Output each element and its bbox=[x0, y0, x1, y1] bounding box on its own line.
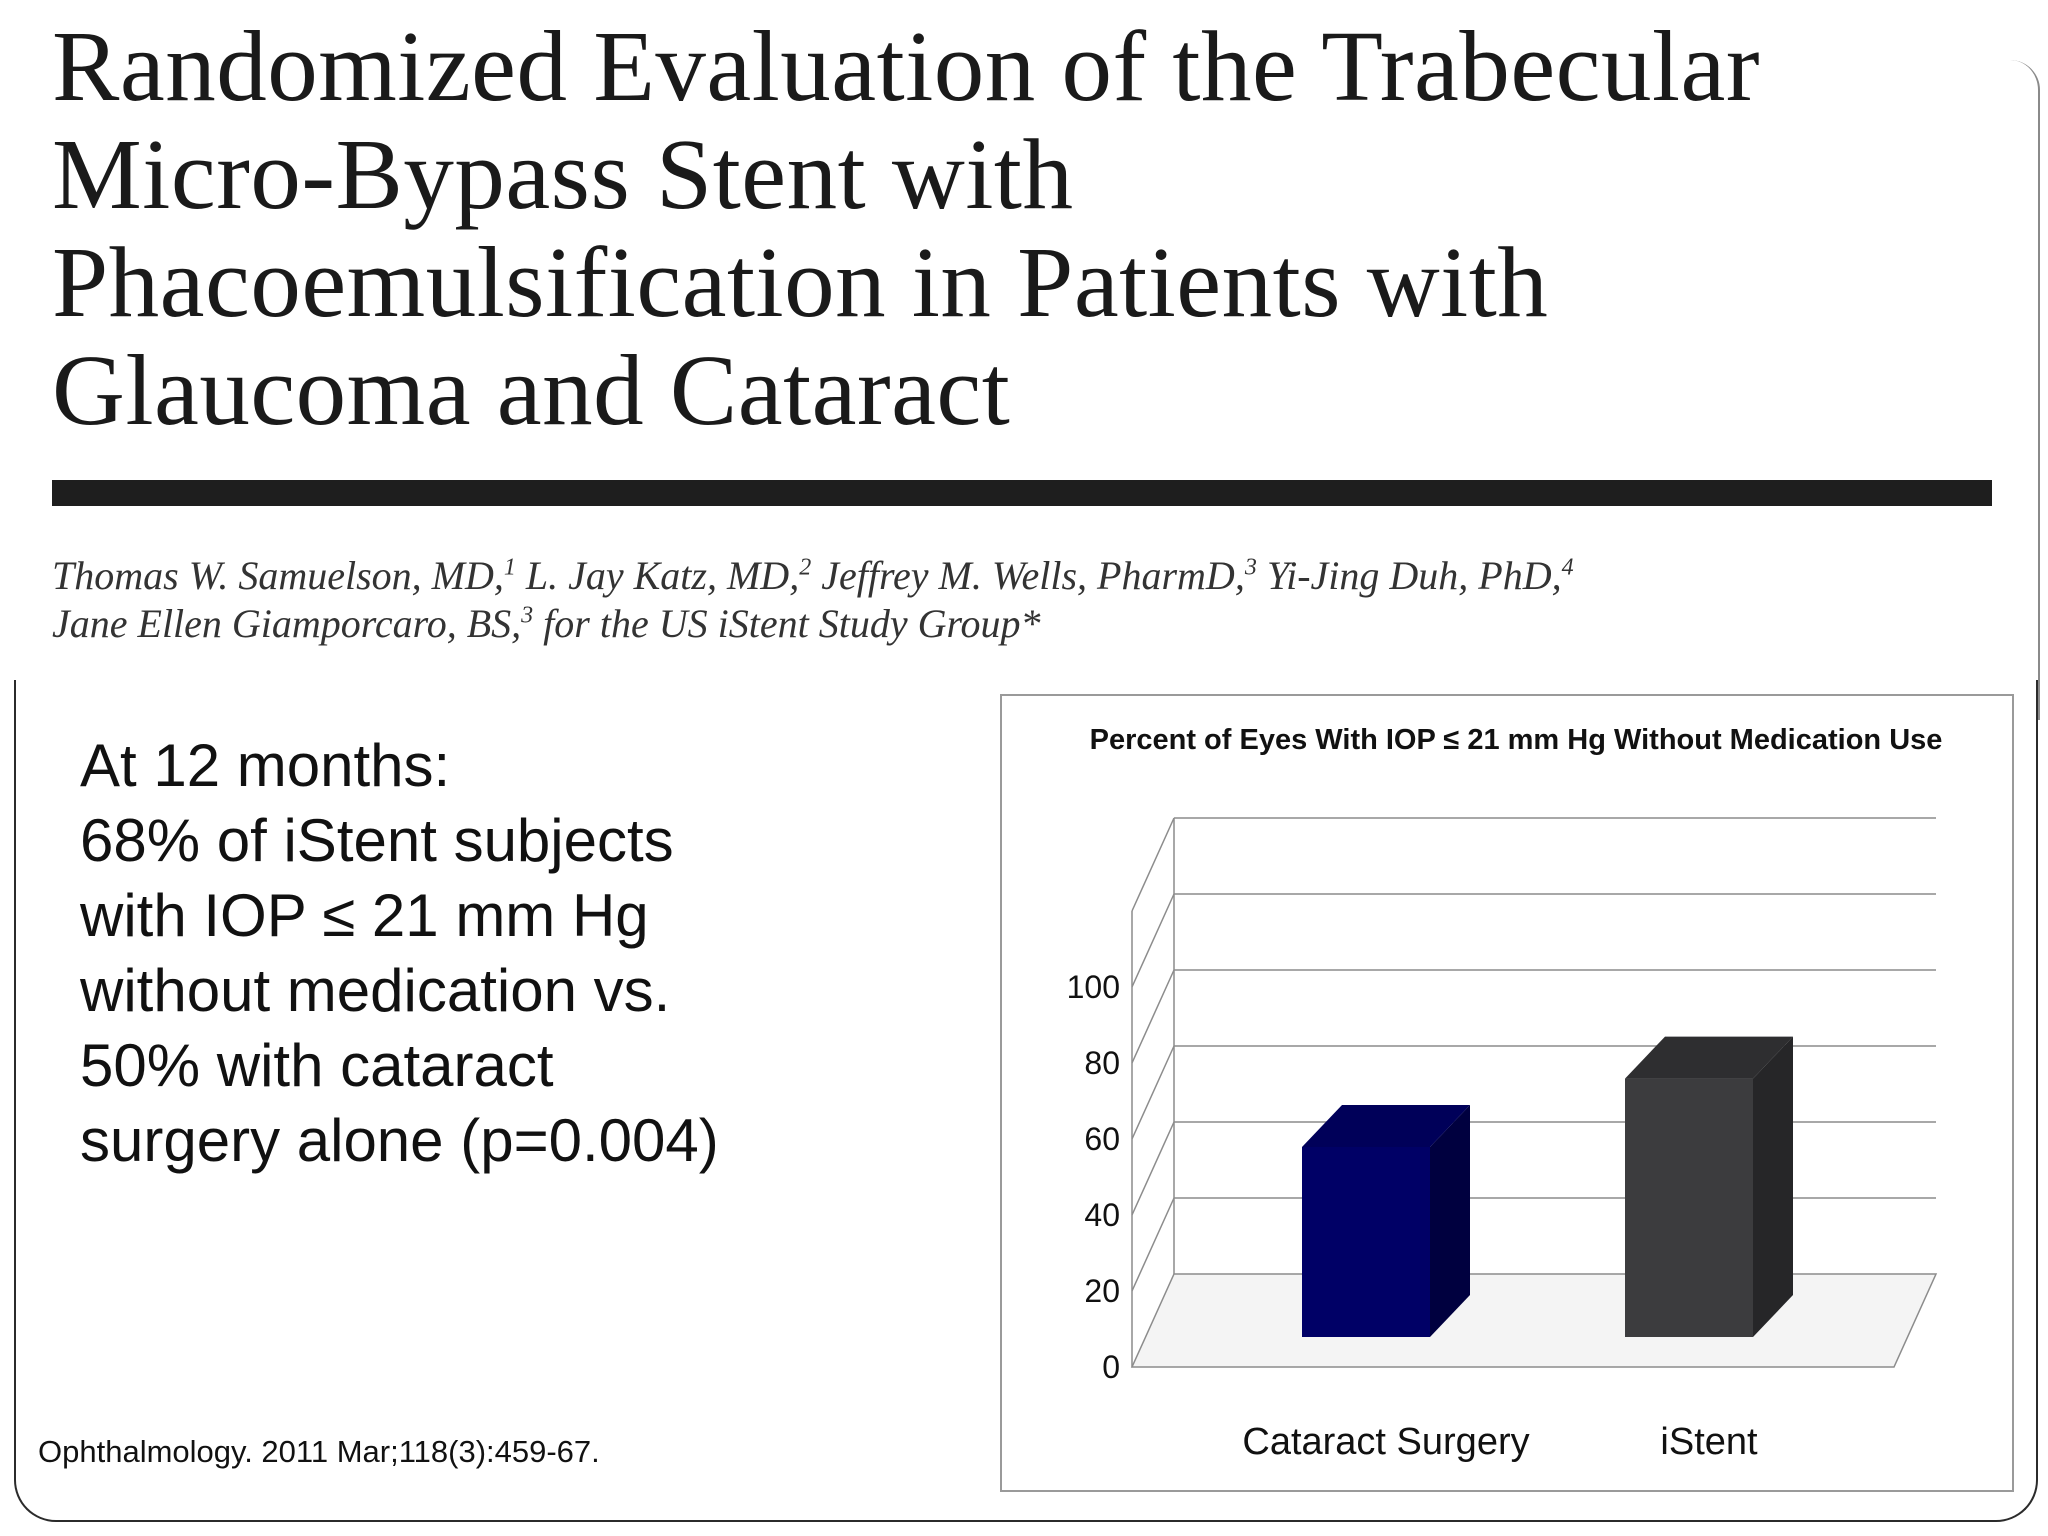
chart-floor bbox=[1130, 1273, 1938, 1368]
y-tick-label: 40 bbox=[1084, 1197, 1120, 1233]
y-tick-label: 100 bbox=[1067, 969, 1120, 1005]
y-tick-label: 80 bbox=[1084, 1045, 1120, 1081]
author-group: for the US iStent Study Group* bbox=[533, 601, 1041, 646]
y-axis-ticks: 0 20 40 60 80 100 bbox=[1067, 969, 1120, 1385]
paper-title: Randomized Evaluation of the Trabecular … bbox=[52, 12, 1952, 444]
bar-top bbox=[1302, 1105, 1470, 1147]
chart-title: Percent of Eyes With IOP ≤ 21 mm Hg With… bbox=[1090, 724, 1943, 756]
author-name: Thomas W. Samuelson, MD, bbox=[52, 553, 504, 598]
paper-title-line: Glaucoma and Cataract bbox=[52, 334, 1011, 446]
author-line: Jane Ellen Giamporcaro, BS,3 for the US … bbox=[52, 600, 1952, 648]
bar-1 bbox=[1302, 1105, 1470, 1337]
title-divider bbox=[52, 480, 1992, 506]
chart-grid bbox=[1130, 817, 1938, 1368]
author-line: Thomas W. Samuelson, MD,1 L. Jay Katz, M… bbox=[52, 552, 1952, 600]
y-tick-label: 60 bbox=[1084, 1121, 1120, 1157]
bar-front bbox=[1625, 1078, 1753, 1337]
y-tick-label: 0 bbox=[1102, 1349, 1120, 1385]
bar-side bbox=[1430, 1105, 1470, 1337]
gridline-side bbox=[1131, 1045, 1175, 1140]
summary-text: At 12 months: 68% of iStent subjects wit… bbox=[80, 728, 980, 1178]
bar-top bbox=[1625, 1036, 1793, 1079]
summary-line: At 12 months: bbox=[80, 732, 451, 799]
slide-frame-edge bbox=[2010, 60, 2040, 720]
gridline-side bbox=[1131, 893, 1175, 988]
author-list: Thomas W. Samuelson, MD,1 L. Jay Katz, M… bbox=[52, 552, 1952, 648]
bar-side bbox=[1753, 1036, 1793, 1337]
citation: Ophthalmology. 2011 Mar;118(3):459-67. bbox=[38, 1434, 600, 1469]
summary-line: with IOP ≤ 21 mm Hg bbox=[80, 882, 649, 949]
author-affiliation: 2 bbox=[799, 554, 812, 581]
summary-line: 68% of iStent subjects bbox=[80, 807, 674, 874]
paper-title-line: Micro-Bypass Stent with bbox=[52, 118, 1074, 230]
author-name: Jeffrey M. Wells, PharmD, bbox=[811, 553, 1245, 598]
gridline-side bbox=[1131, 817, 1175, 912]
summary-line: surgery alone (p=0.004) bbox=[80, 1107, 719, 1174]
author-affiliation: 3 bbox=[1244, 554, 1257, 581]
x-axis-categories: Cataract Surgery iStent bbox=[1242, 1421, 1758, 1463]
author-affiliation: 3 bbox=[521, 602, 534, 629]
bar-chart: Percent of Eyes With IOP ≤ 21 mm Hg With… bbox=[1067, 724, 1943, 1463]
bar-2 bbox=[1625, 1036, 1793, 1337]
summary-line: without medication vs. bbox=[80, 957, 671, 1024]
gridline-side bbox=[1131, 969, 1175, 1064]
paper-title-line: Phacoemulsification in Patients with bbox=[52, 226, 1549, 338]
author-affiliation: 4 bbox=[1561, 554, 1574, 581]
author-affiliation: 1 bbox=[503, 554, 516, 581]
gridline-side bbox=[1131, 1197, 1175, 1292]
author-name: Yi-Jing Duh, PhD, bbox=[1256, 553, 1562, 598]
gridline-side bbox=[1131, 1121, 1175, 1216]
chart-panel: Percent of Eyes With IOP ≤ 21 mm Hg With… bbox=[1000, 694, 2014, 1492]
summary-line: 50% with cataract bbox=[80, 1032, 554, 1099]
y-tick-label: 20 bbox=[1084, 1273, 1120, 1309]
x-category-label: Cataract Surgery bbox=[1242, 1421, 1529, 1463]
x-category-label: iStent bbox=[1660, 1421, 1758, 1463]
paper-title-line: Randomized Evaluation of the Trabecular bbox=[52, 10, 1760, 122]
slide-frame bbox=[14, 680, 2038, 1522]
author-name: L. Jay Katz, MD, bbox=[515, 553, 800, 598]
bar-front bbox=[1302, 1147, 1430, 1337]
chart-bars bbox=[1302, 1036, 1793, 1337]
author-name: Jane Ellen Giamporcaro, BS, bbox=[52, 601, 522, 646]
